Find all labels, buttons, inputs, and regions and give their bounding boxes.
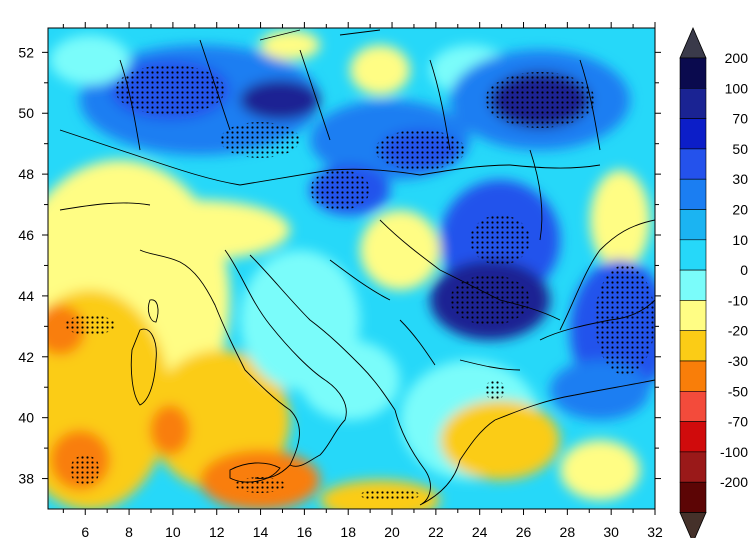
colorbar-swatch [679, 421, 707, 453]
colorbar-label: 10 [732, 232, 748, 248]
colorbar-label: -100 [720, 444, 748, 460]
x-tick-label: 16 [297, 524, 313, 538]
x-tick-label: 18 [340, 524, 356, 538]
colorbar-swatch [679, 88, 707, 119]
colorbar-swatch [679, 118, 707, 150]
colorbar-bottom-arrow [679, 512, 707, 538]
x-tick-label: 26 [516, 524, 532, 538]
colorbar-swatch [679, 178, 707, 210]
colorbar-label: 50 [732, 141, 748, 157]
x-tick-label: 32 [647, 524, 663, 538]
y-tick-label: 42 [18, 349, 34, 365]
colorbar-swatch [679, 481, 707, 513]
x-tick-label: 12 [209, 524, 225, 538]
map-frame [47, 27, 656, 510]
x-tick-label: 6 [81, 524, 89, 538]
x-tick-label: 22 [428, 524, 444, 538]
y-tick-label: 38 [18, 471, 34, 487]
y-tick-label: 46 [18, 227, 34, 243]
colorbar-label: -20 [728, 323, 748, 339]
colorbar-swatch [679, 269, 707, 301]
colorbar-label: 100 [725, 80, 749, 96]
colorbar-label: 0 [740, 262, 748, 278]
y-axis: 38 40 42 44 46 48 50 52 [18, 44, 661, 487]
colorbar-swatches [679, 26, 707, 538]
colorbar-label: -30 [728, 353, 748, 369]
y-tick-label: 50 [18, 105, 34, 121]
colorbar-label: 200 [725, 50, 749, 66]
colorbar-swatch [679, 360, 707, 392]
colorbar-label: -10 [728, 292, 748, 308]
x-tick-label: 28 [560, 524, 576, 538]
colorbar-swatch [679, 451, 707, 483]
x-tick-label: 30 [603, 524, 619, 538]
colorbar-label: 70 [732, 111, 748, 127]
significance-stippling [65, 65, 655, 501]
colorbar-label: 20 [732, 202, 748, 218]
colorbar-swatch [679, 390, 707, 422]
y-tick-label: 40 [18, 410, 34, 426]
x-tick-label: 20 [384, 524, 400, 538]
colorbar-swatch [679, 57, 707, 89]
colorbar-swatch [679, 300, 707, 331]
colorbar-swatch [679, 148, 707, 180]
x-tick-label: 10 [165, 524, 181, 538]
map-field [48, 28, 655, 509]
colorbar-top-arrow [679, 26, 707, 59]
colorbar-label: -70 [728, 414, 748, 430]
colorbar-swatch [679, 330, 707, 362]
x-axis: 6 8 10 12 14 16 18 20 22 24 26 28 30 32 [62, 22, 663, 538]
x-tick-label: 24 [472, 524, 488, 538]
colorbar-label: -200 [720, 474, 748, 490]
colorbar-swatch [679, 209, 707, 241]
colorbar-swatch [679, 239, 707, 271]
coastlines-and-borders [59, 29, 655, 506]
y-tick-label: 48 [18, 166, 34, 182]
x-tick-label: 8 [125, 524, 133, 538]
colorbar-label: 30 [732, 171, 748, 187]
y-tick-label: 44 [18, 288, 34, 304]
y-tick-label: 52 [18, 44, 34, 60]
x-tick-label: 14 [253, 524, 269, 538]
colorbar-label: -50 [728, 383, 748, 399]
